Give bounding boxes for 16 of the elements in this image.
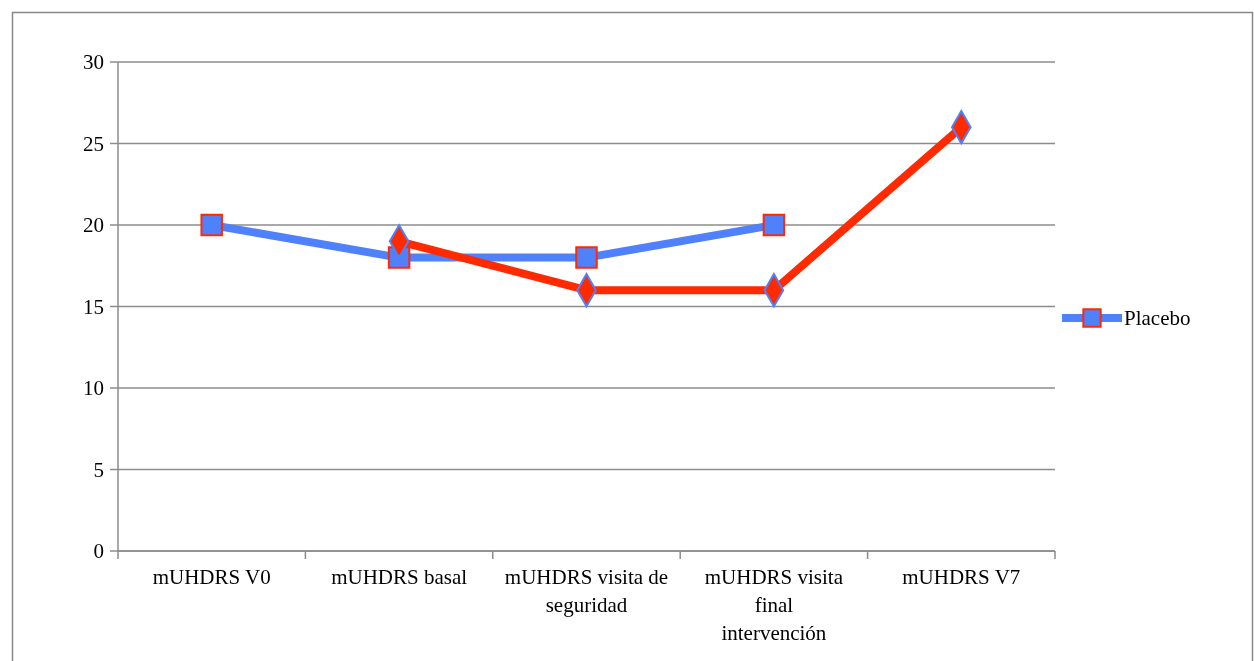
y-tick-label: 0 [93, 539, 104, 564]
x-tick-label: mUHDRS basal [331, 565, 468, 589]
point [575, 246, 598, 269]
x-tick-label: mUHDRS visita de seguridad [504, 565, 669, 617]
legend-label: Placebo [1124, 306, 1191, 331]
y-tick-label: 5 [93, 457, 104, 482]
y-tick-label: 25 [83, 131, 104, 156]
x-tick-label: mUHDRS V0 [152, 565, 271, 589]
point [762, 213, 786, 237]
y-tick-label: 20 [83, 213, 104, 238]
x-tick-label: mUHDRS V7 [902, 565, 1021, 589]
y-tick-label: 10 [83, 376, 104, 401]
y-tick-label: 30 [83, 50, 104, 75]
point [200, 213, 223, 237]
y-tick-label: 15 [83, 294, 104, 319]
x-tick-label: mUHDRS visita final intervención [704, 565, 844, 645]
